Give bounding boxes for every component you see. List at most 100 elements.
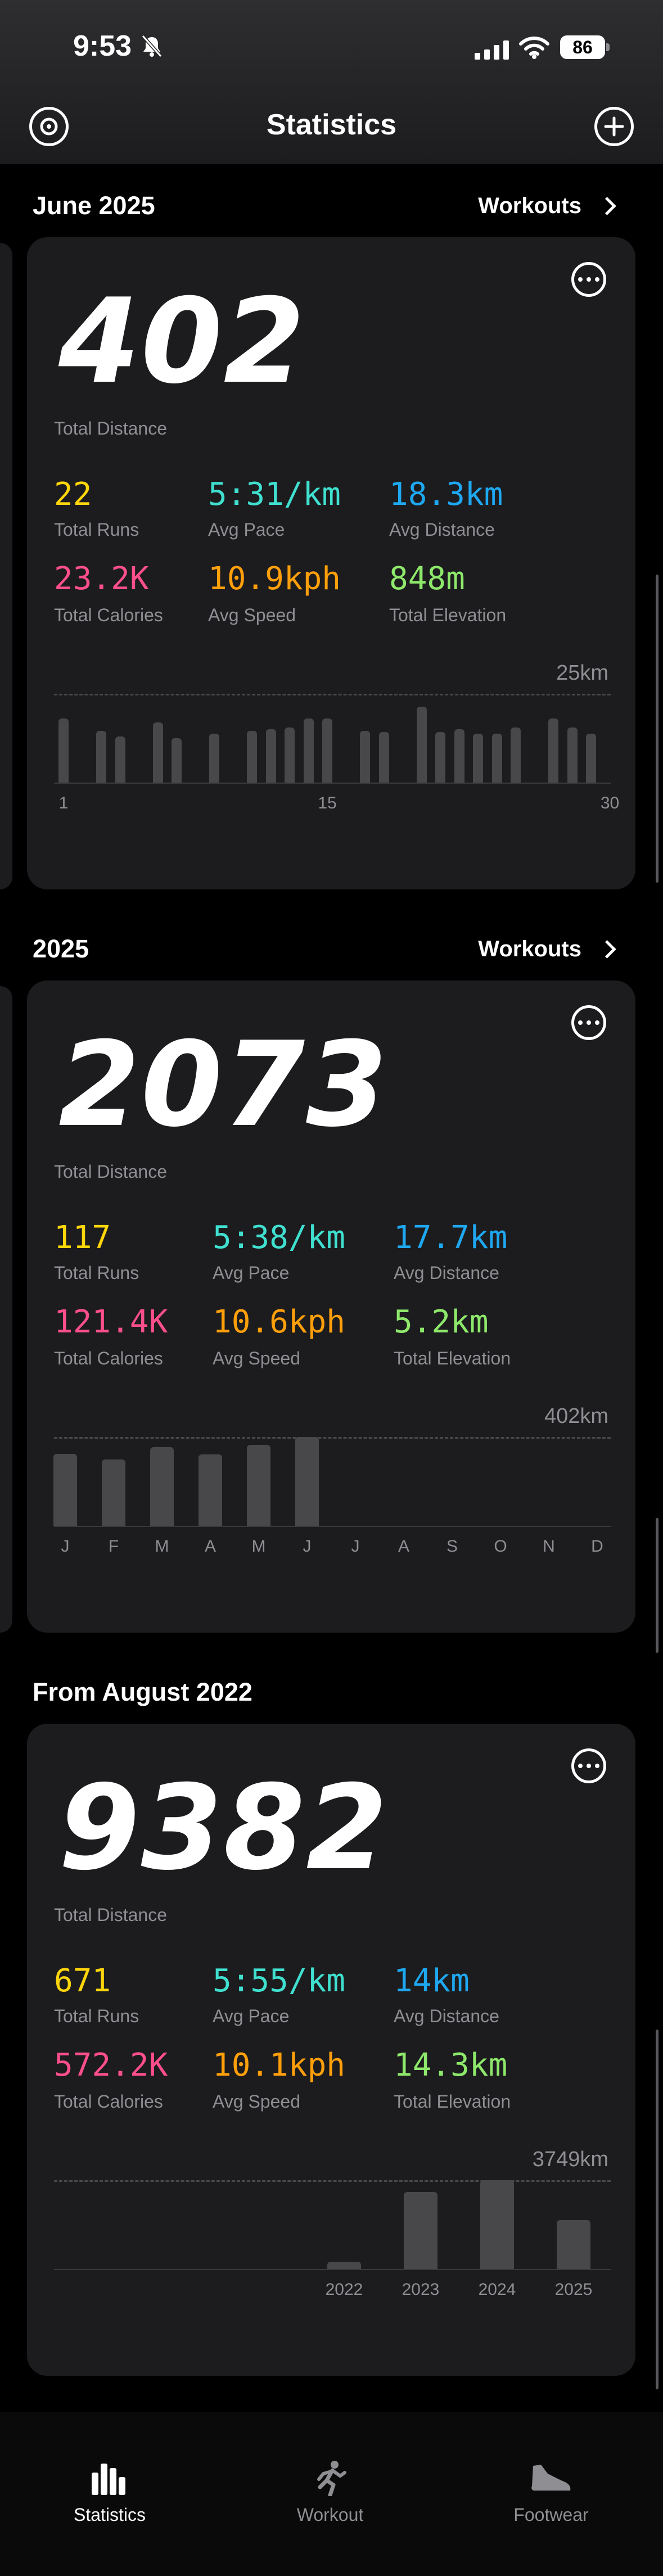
chart-tick-label: 2023 [402,2280,440,2299]
chart-baseline [54,2269,611,2270]
chart-bar [247,731,257,783]
chart-tick-label: 1 [58,794,69,812]
chart-tick-label: J [303,1537,312,1556]
bell-slash-icon [141,35,163,57]
chart-max-label: 25km [556,661,608,685]
chevron-right-icon [598,940,616,959]
workouts-link-month[interactable]: Workouts [478,193,616,219]
total-runs-value: 117 [54,1219,111,1256]
chart-bar [199,1454,222,1526]
bar-chart-icon [92,2464,125,2495]
add-button[interactable] [594,107,634,146]
more-options-button[interactable] [571,1005,606,1040]
avg-speed-label: Avg Speed [213,1348,300,1368]
chart-x-ticks: 1 15 30 [54,794,620,816]
chart-max-gridline [54,694,611,695]
chart-bar [96,731,106,783]
chart-bar [473,734,483,783]
ellipsis-dot [578,1764,583,1768]
previous-card-peek[interactable] [0,243,12,889]
chart-bar [266,729,276,783]
chart-tick-label: O [494,1537,507,1556]
yearly-distance-chart [54,2180,611,2269]
total-calories-value: 23.2K [54,561,149,597]
chart-tick-label: S [446,1537,458,1556]
avg-distance-label: Avg Distance [389,519,495,540]
total-runs-value: 22 [54,476,92,513]
total-distance-value: 2073 [58,1017,389,1153]
total-distance-label: Total Distance [54,1162,167,1182]
chart-bar [295,1437,319,1526]
avg-speed-value: 10.1kph [213,2047,346,2084]
avg-pace-label: Avg Pace [208,519,285,540]
tab-label: Workout [296,2505,364,2525]
previous-card-peek[interactable] [0,986,12,1633]
chart-tick-label: F [108,1537,119,1556]
chart-bar [172,738,182,783]
total-distance-value: 402 [58,274,306,410]
chart-bar [102,1459,125,1526]
avg-distance-label: Avg Distance [394,2006,499,2026]
page-title: Statistics [266,109,397,141]
tab-footwear[interactable]: Footwear [467,2460,635,2525]
more-options-button[interactable] [571,1748,606,1783]
total-elevation-label: Total Elevation [394,1348,511,1368]
daily-distance-chart [54,694,611,783]
scroll-indicator [656,575,659,883]
total-elevation-value: 5.2km [394,1304,489,1340]
avg-distance-value: 17.7km [394,1219,508,1256]
battery-nub [606,43,610,51]
avg-speed-value: 10.6kph [213,1304,346,1340]
total-elevation-label: Total Elevation [389,605,507,625]
avg-speed-value: 10.9kph [208,561,341,597]
chart-bar [480,2180,514,2269]
navigation-header [0,0,663,164]
chart-bar [285,727,295,783]
avg-pace-value: 5:38/km [213,1219,346,1256]
total-calories-value: 121.4K [54,1304,168,1340]
total-calories-label: Total Calories [54,605,163,625]
stats-card-year[interactable]: 2073 Total Distance 117 Total Runs 5:38/… [27,980,635,1633]
scroll-indicator [656,2030,659,2389]
status-time: 9:53 [73,30,132,62]
stats-card-month[interactable]: 402 Total Distance 22 Total Runs 5:31/km… [27,237,635,889]
chart-tick-label: 30 [600,794,620,812]
chart-bar [53,1454,77,1526]
settings-button[interactable] [29,107,69,146]
total-distance-label: Total Distance [54,1905,167,1925]
chart-bar [153,722,163,783]
ellipsis-dot [578,1020,583,1025]
chart-bar [404,2192,438,2269]
tab-statistics[interactable]: Statistics [25,2460,194,2525]
avg-speed-label: Avg Speed [208,605,296,625]
chart-bar [327,2262,361,2269]
chart-bar [115,736,125,783]
avg-distance-value: 18.3km [389,476,503,513]
ellipsis-dot [587,1764,591,1768]
ellipsis-dot [595,277,599,282]
monthly-distance-chart [53,1437,611,1526]
chart-bar [454,729,464,783]
ellipsis-dot [587,277,591,282]
chart-tick-label: 15 [318,794,337,812]
workouts-link-label: Workouts [478,937,581,961]
avg-speed-label: Avg Speed [213,2091,300,2112]
chart-max-label: 402km [544,1404,608,1428]
more-options-button[interactable] [571,262,606,297]
cellular-signal-icon [475,39,509,60]
chart-max-gridline [54,1437,611,1439]
chart-bar [322,718,332,783]
stats-card-all-time[interactable]: 9382 Total Distance 671 Total Runs 5:55/… [27,1724,635,2376]
workouts-link-year[interactable]: Workouts [478,937,616,962]
total-calories-label: Total Calories [54,2091,163,2112]
chart-tick-label: D [591,1537,603,1556]
chart-baseline [54,783,611,784]
total-calories-value: 572.2K [54,2047,168,2084]
avg-pace-value: 5:31/km [208,476,341,513]
plus-icon [604,116,624,137]
avg-distance-label: Avg Distance [394,1263,499,1283]
tab-workout[interactable]: Workout [246,2460,414,2525]
chart-tick-label: J [61,1537,70,1556]
chart-bar [379,732,389,783]
